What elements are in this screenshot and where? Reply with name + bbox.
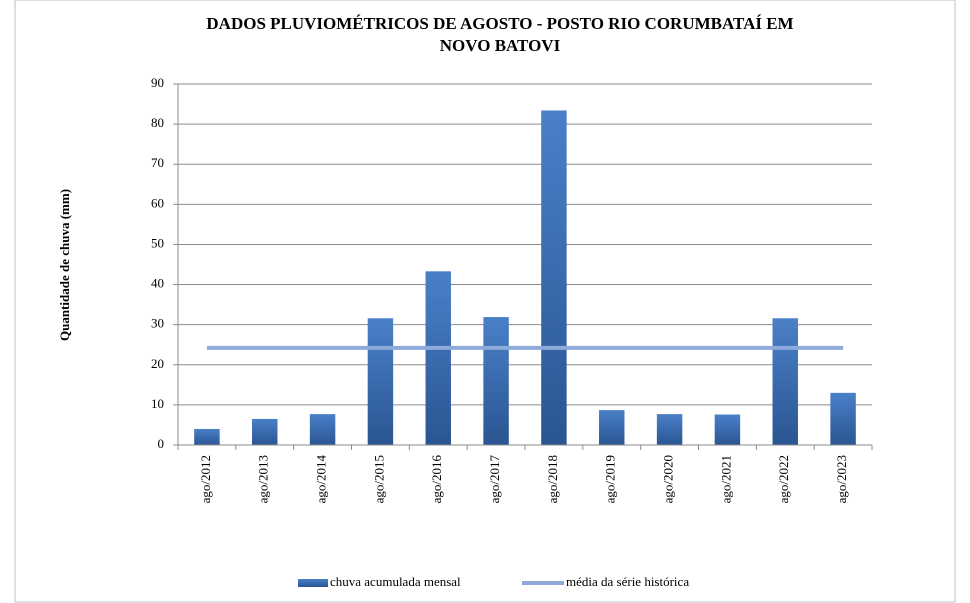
legend-swatch [298,579,328,587]
x-tick-label: ago/2012 [198,455,213,503]
x-tick-label: ago/2019 [603,455,618,503]
x-tick-label: ago/2015 [371,455,386,503]
chart-title: DADOS PLUVIOMÉTRICOS DE AGOSTO - POSTO R… [206,14,793,33]
bar [194,428,220,445]
chart-title: NOVO BATOVI [440,36,561,55]
bar [772,318,798,445]
y-tick-label: 80 [151,115,164,130]
x-tick-label: ago/2014 [314,455,329,504]
x-tick-label: ago/2017 [487,455,502,504]
y-tick-label: 60 [151,195,164,210]
y-axis-label: Quantidade de chuva (mm) [57,189,72,341]
y-tick-label: 20 [151,356,164,371]
x-tick-label: ago/2021 [718,455,733,503]
bar [309,414,336,445]
y-tick-label: 90 [151,75,164,90]
bar [599,410,625,445]
bar [367,318,394,445]
x-tick-label: ago/2016 [429,455,444,504]
x-tick-label: ago/2013 [256,455,271,503]
y-tick-label: 50 [151,235,164,250]
bar [425,271,451,445]
legend-label: média da série histórica [566,574,689,589]
bar [541,110,567,446]
bar [830,392,856,445]
x-tick-label: ago/2020 [661,455,676,503]
bar [656,414,683,445]
y-tick-label: 70 [151,155,164,170]
x-tick-label: ago/2023 [834,455,849,503]
bar [252,418,278,445]
y-tick-label: 0 [158,436,165,451]
bar [714,414,741,445]
chart-frame [14,0,956,603]
y-tick-label: 30 [151,316,164,331]
bar [483,317,509,445]
x-tick-label: ago/2018 [545,455,560,503]
legend-label: chuva acumulada mensal [330,574,461,589]
y-tick-label: 40 [151,276,164,291]
x-tick-label: ago/2022 [776,455,791,503]
y-tick-label: 10 [151,396,164,411]
